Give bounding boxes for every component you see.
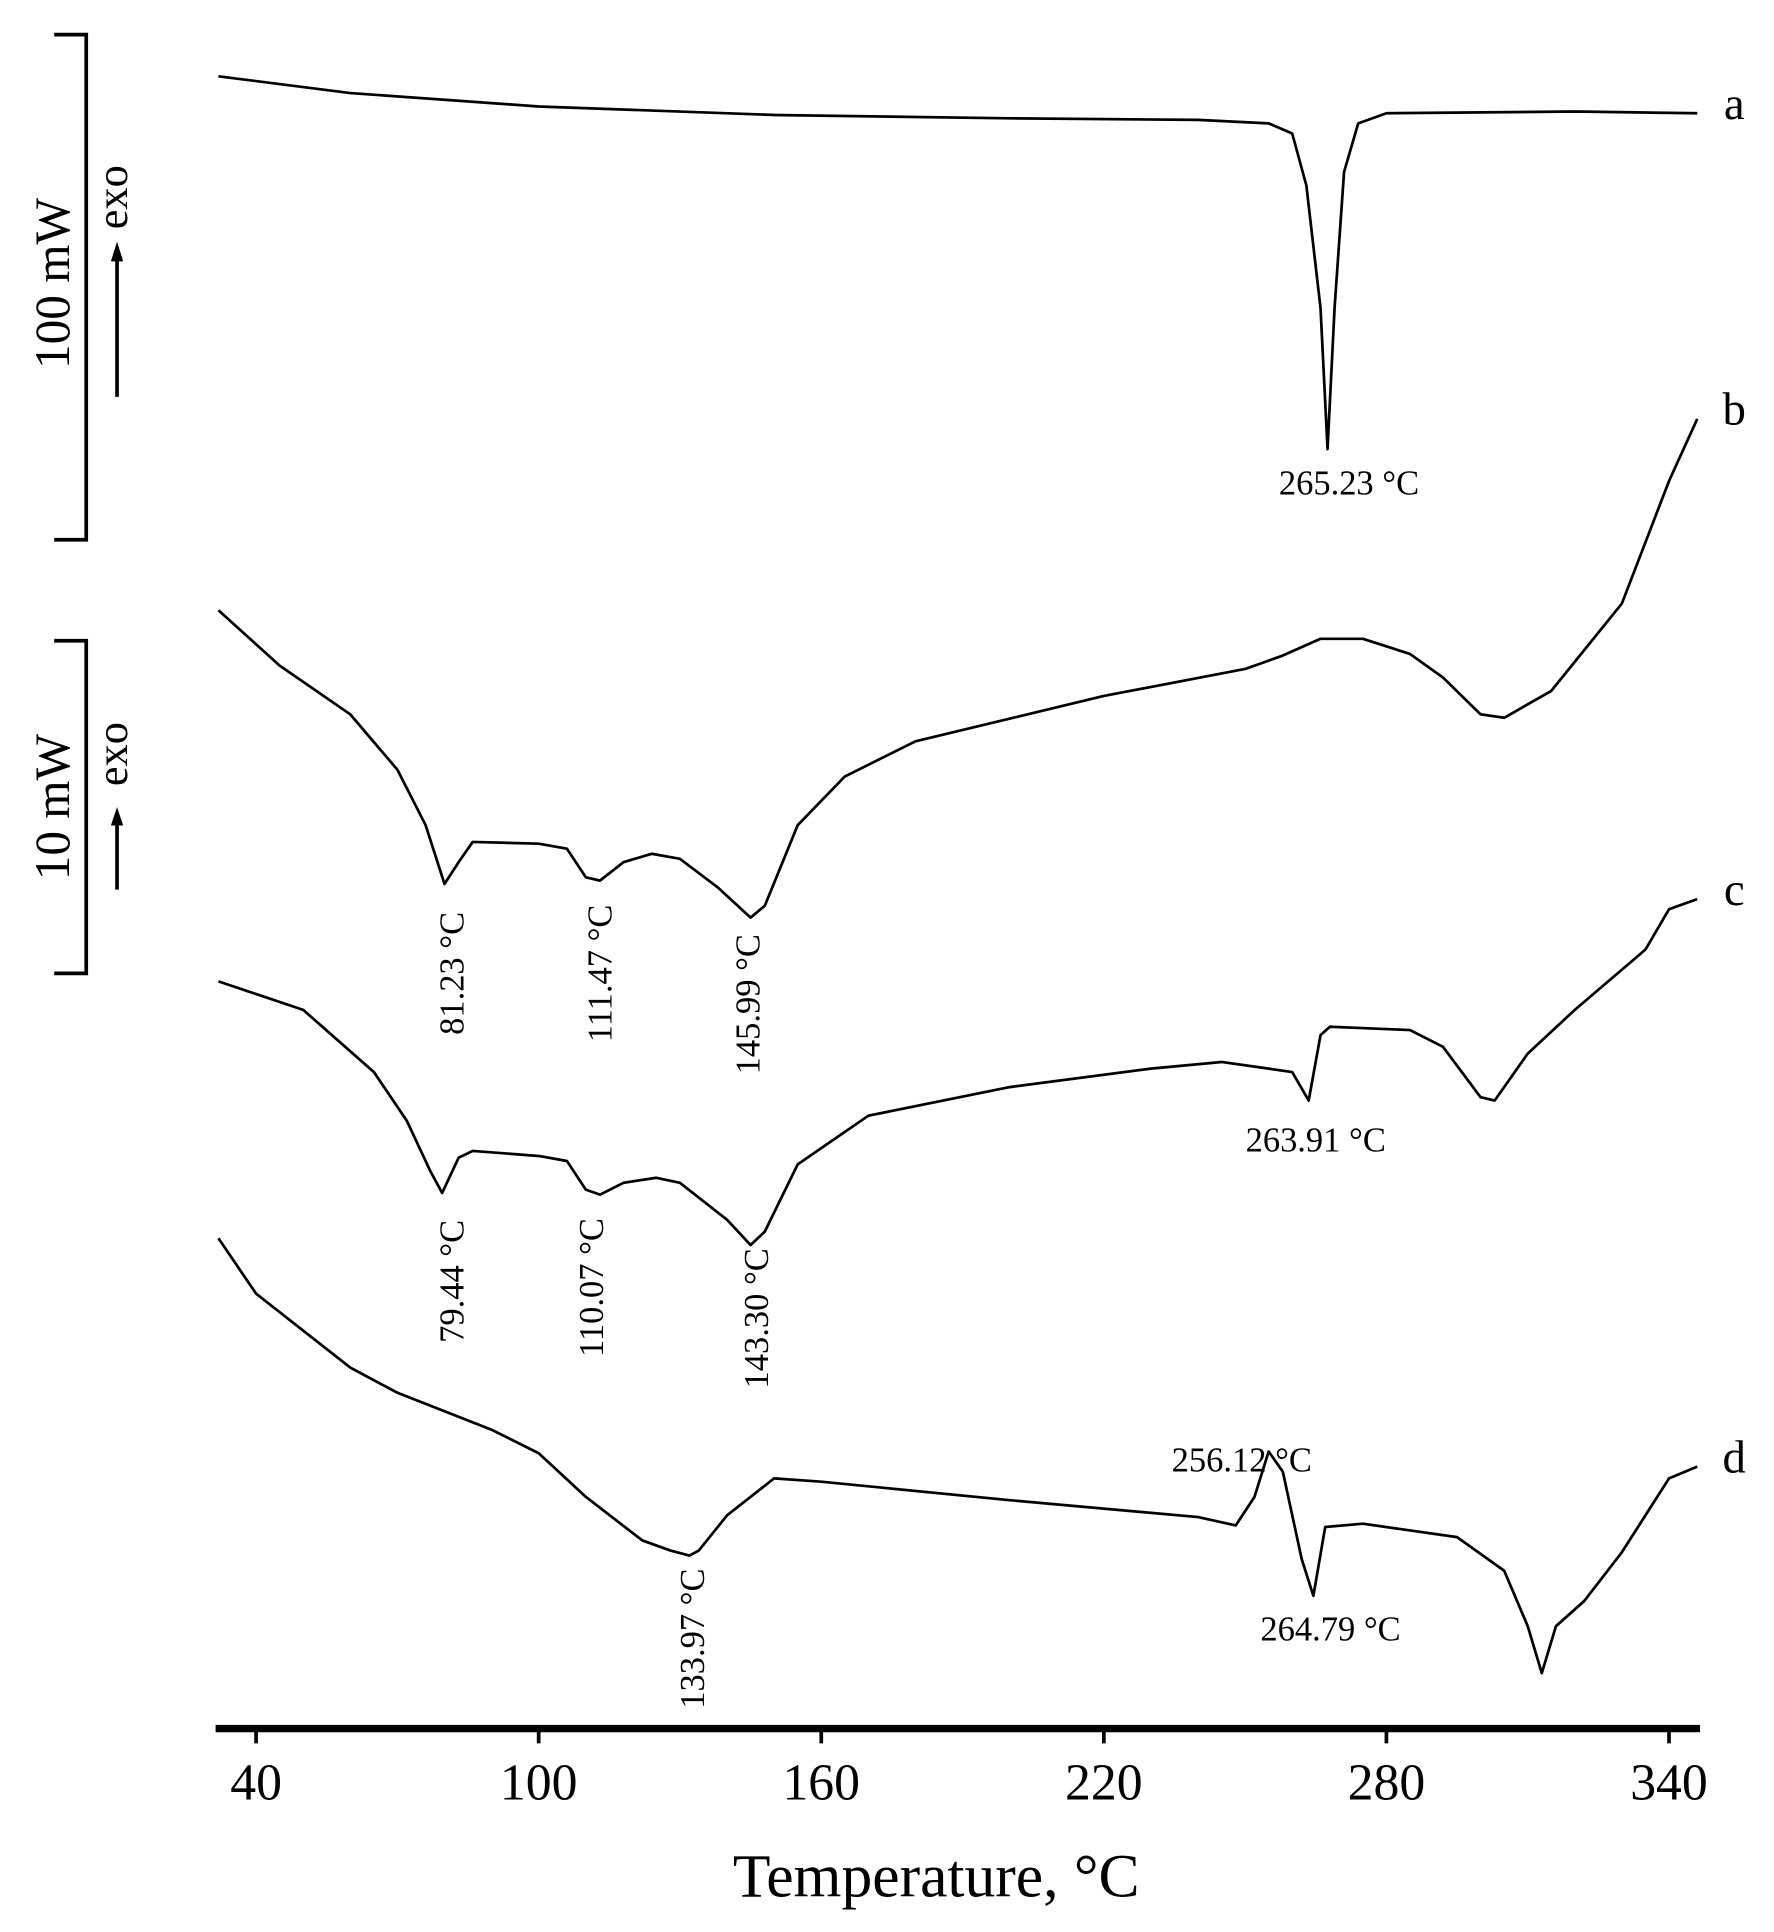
scale-bar-direction: exo — [87, 722, 137, 786]
curve-label: b — [1723, 384, 1746, 436]
scale-bracket — [54, 32, 89, 542]
dsc-curve — [217, 1237, 1698, 1675]
x-tick-label: 40 — [230, 1755, 282, 1812]
peak-annotation: 145.99 °C — [729, 934, 767, 1074]
curve-label: d — [1723, 1431, 1746, 1483]
dsc-curve — [217, 418, 1699, 919]
peak-annotation: 79.44 °C — [434, 1220, 472, 1343]
dsc-curve — [218, 74, 1698, 451]
peak-annotation: 111.47 °C — [582, 905, 620, 1043]
curve-label: c — [1724, 864, 1745, 916]
x-tick-label: 160 — [782, 1755, 860, 1812]
x-axis-label: Temperature, °C — [733, 1843, 1140, 1911]
exo-arrowhead — [110, 241, 124, 262]
peak-annotation: 264.79 °C — [1260, 1610, 1400, 1648]
peak-annotation: 81.23 °C — [434, 912, 472, 1035]
scale-bar-label: 100 mW — [25, 197, 80, 369]
peak-annotation: 265.23 °C — [1279, 465, 1419, 503]
x-tick-label: 220 — [1065, 1755, 1143, 1812]
peak-annotation: 110.07 °C — [573, 1218, 611, 1357]
x-tick-label: 280 — [1348, 1755, 1426, 1812]
peak-annotation: 143.30 °C — [738, 1248, 776, 1388]
peak-annotation: 256.12 °C — [1172, 1442, 1312, 1480]
dsc-curve — [217, 897, 1698, 1247]
scale-bar-direction: exo — [87, 165, 137, 229]
x-tick-label: 100 — [500, 1755, 578, 1812]
x-tick-label: 340 — [1630, 1755, 1708, 1812]
scale-bar-label: 10 mW — [25, 733, 80, 880]
exo-arrowhead — [110, 807, 124, 826]
scale-bracket — [54, 638, 89, 976]
peak-annotation: 133.97 °C — [674, 1569, 712, 1709]
scale-bar — [54, 32, 124, 976]
curve-label: a — [1724, 78, 1745, 130]
peak-annotation: 263.91 °C — [1246, 1121, 1386, 1159]
